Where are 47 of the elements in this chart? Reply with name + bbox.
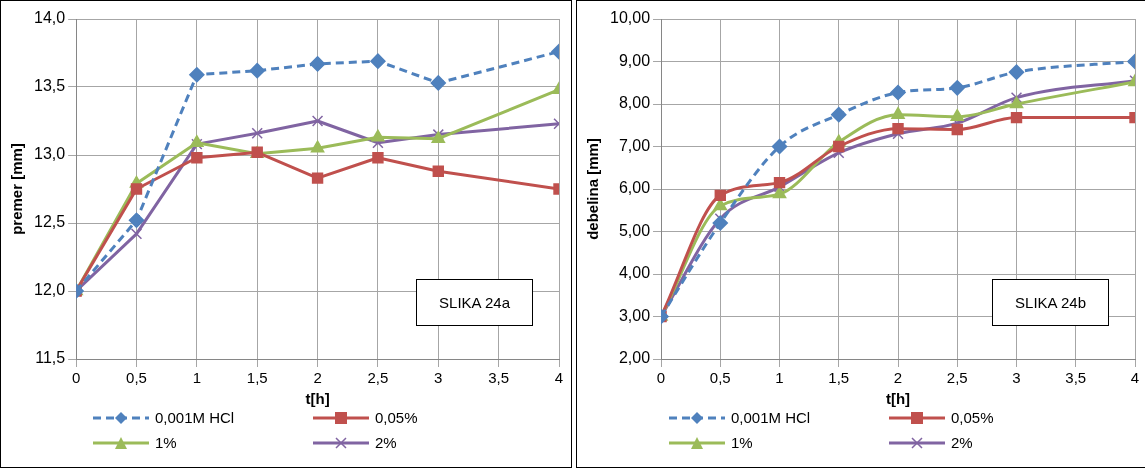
legend-label: 1% <box>731 434 753 451</box>
x-tick-label: 2,5 <box>946 369 968 387</box>
y-tick-label: 7,00 <box>618 136 651 154</box>
annotation: SLIKA 24a <box>416 279 533 326</box>
legend-label: 2% <box>375 434 397 451</box>
y-tick-label: 2,00 <box>618 349 651 367</box>
y-tick-label: 5,00 <box>618 221 651 239</box>
x-tick-label: 0 <box>656 369 666 387</box>
x-tick-label: 0 <box>71 369 81 387</box>
legend-label: 0,05% <box>951 409 994 426</box>
x-tick-label: 0,5 <box>709 369 731 387</box>
x-axis-title: t[h] <box>885 390 911 408</box>
legend-label: 2% <box>951 434 973 451</box>
x-tick-label: 3 <box>434 369 443 387</box>
y-tick-label: 11,5 <box>35 349 66 367</box>
x-tick-label: 1,5 <box>246 369 268 387</box>
x-tick-label: 2 <box>313 369 322 387</box>
y-tick-label: 6,00 <box>618 179 651 197</box>
y-axis-title: debelina [mm] <box>584 138 602 240</box>
y-tick-label: 12,0 <box>34 281 66 299</box>
y-tick-label: 10,00 <box>609 9 651 27</box>
x-tick-label: 4 <box>1130 369 1140 387</box>
x-tick-label: 0,5 <box>126 369 147 387</box>
y-tick-label: 12,5 <box>34 213 66 231</box>
y-tick-label: 8,00 <box>618 94 651 112</box>
x-tick-label: 3,5 <box>488 369 510 387</box>
x-tick-label: 3 <box>1012 369 1021 387</box>
legend-label: 0,001M HCl <box>731 409 811 426</box>
y-axis-title: premer [mm] <box>8 143 26 235</box>
y-tick-label: 13,5 <box>34 77 66 95</box>
y-tick-label: 3,00 <box>618 306 651 324</box>
x-tick-label: 2 <box>893 369 903 387</box>
x-tick-label: 3,5 <box>1065 369 1087 387</box>
legend-label: 0,05% <box>375 409 418 426</box>
x-axis-title: t[h] <box>305 390 330 408</box>
x-tick-label: 2,5 <box>367 369 389 387</box>
annotation: SLIKA 24b <box>992 279 1109 326</box>
y-tick-label: 14,0 <box>34 9 66 27</box>
y-tick-label: 9,00 <box>618 51 651 69</box>
y-tick-label: 4,00 <box>618 264 651 282</box>
x-tick-label: 1 <box>192 369 202 387</box>
legend-label: 1% <box>155 434 177 451</box>
legend-label: 0,001M HCl <box>155 409 235 426</box>
y-tick-label: 13,0 <box>34 145 66 163</box>
x-tick-label: 1 <box>775 369 784 387</box>
x-tick-label: 1,5 <box>828 369 850 387</box>
x-tick-label: 4 <box>554 369 564 387</box>
